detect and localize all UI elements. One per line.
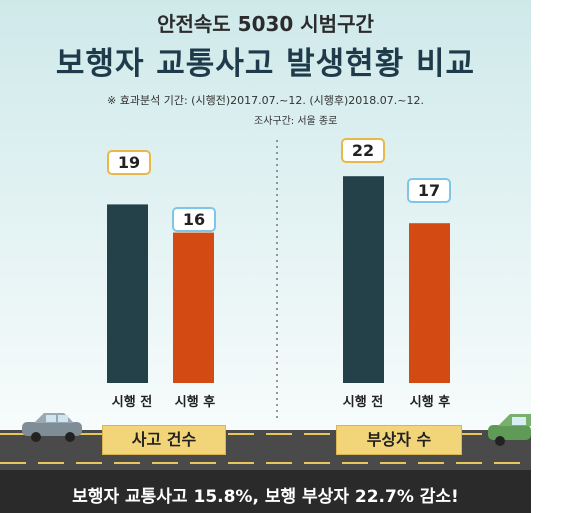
value-label-g2-before: 22 [341, 138, 385, 163]
infographic: 안전속도 5030 시범구간 보행자 교통사고 발생현황 비교 ※ 효과분석 기… [0, 0, 531, 513]
car-icon-right [488, 414, 531, 446]
group-label-accidents: 사고 건수 [102, 425, 226, 455]
category-label-g1-before: 시행 전 [111, 395, 153, 410]
category-label-g2-after: 시행 후 [409, 395, 451, 410]
chart-title: 보행자 교통사고 발생현황 비교 [55, 46, 476, 82]
summary-banner [0, 470, 531, 513]
survey-area: 조사구간: 서울 종로 [254, 116, 338, 127]
category-label-g2-before: 시행 전 [342, 395, 384, 410]
group-label-injuries: 부상자 수 [336, 425, 462, 455]
background [0, 0, 531, 513]
value-label-g1-after: 16 [172, 207, 216, 232]
value-label-g1-before: 19 [107, 150, 151, 175]
summary-text: 보행자 교통사고 15.8%, 보행 부상자 22.7% 감소! [72, 487, 459, 507]
bar-g1-before [107, 204, 148, 383]
value-label-g2-after: 17 [407, 178, 451, 203]
bar-g2-before [343, 176, 384, 383]
category-label-g1-after: 시행 후 [174, 395, 216, 410]
bar-g1-after [173, 232, 214, 383]
period-note: ※ 효과분석 기간: (시행전)2017.07.~12. (시행후)2018.0… [107, 94, 424, 107]
car-icon-left [22, 413, 82, 442]
bar-g2-after [409, 223, 450, 383]
chart-subtitle: 안전속도 5030 시범구간 [157, 12, 374, 36]
